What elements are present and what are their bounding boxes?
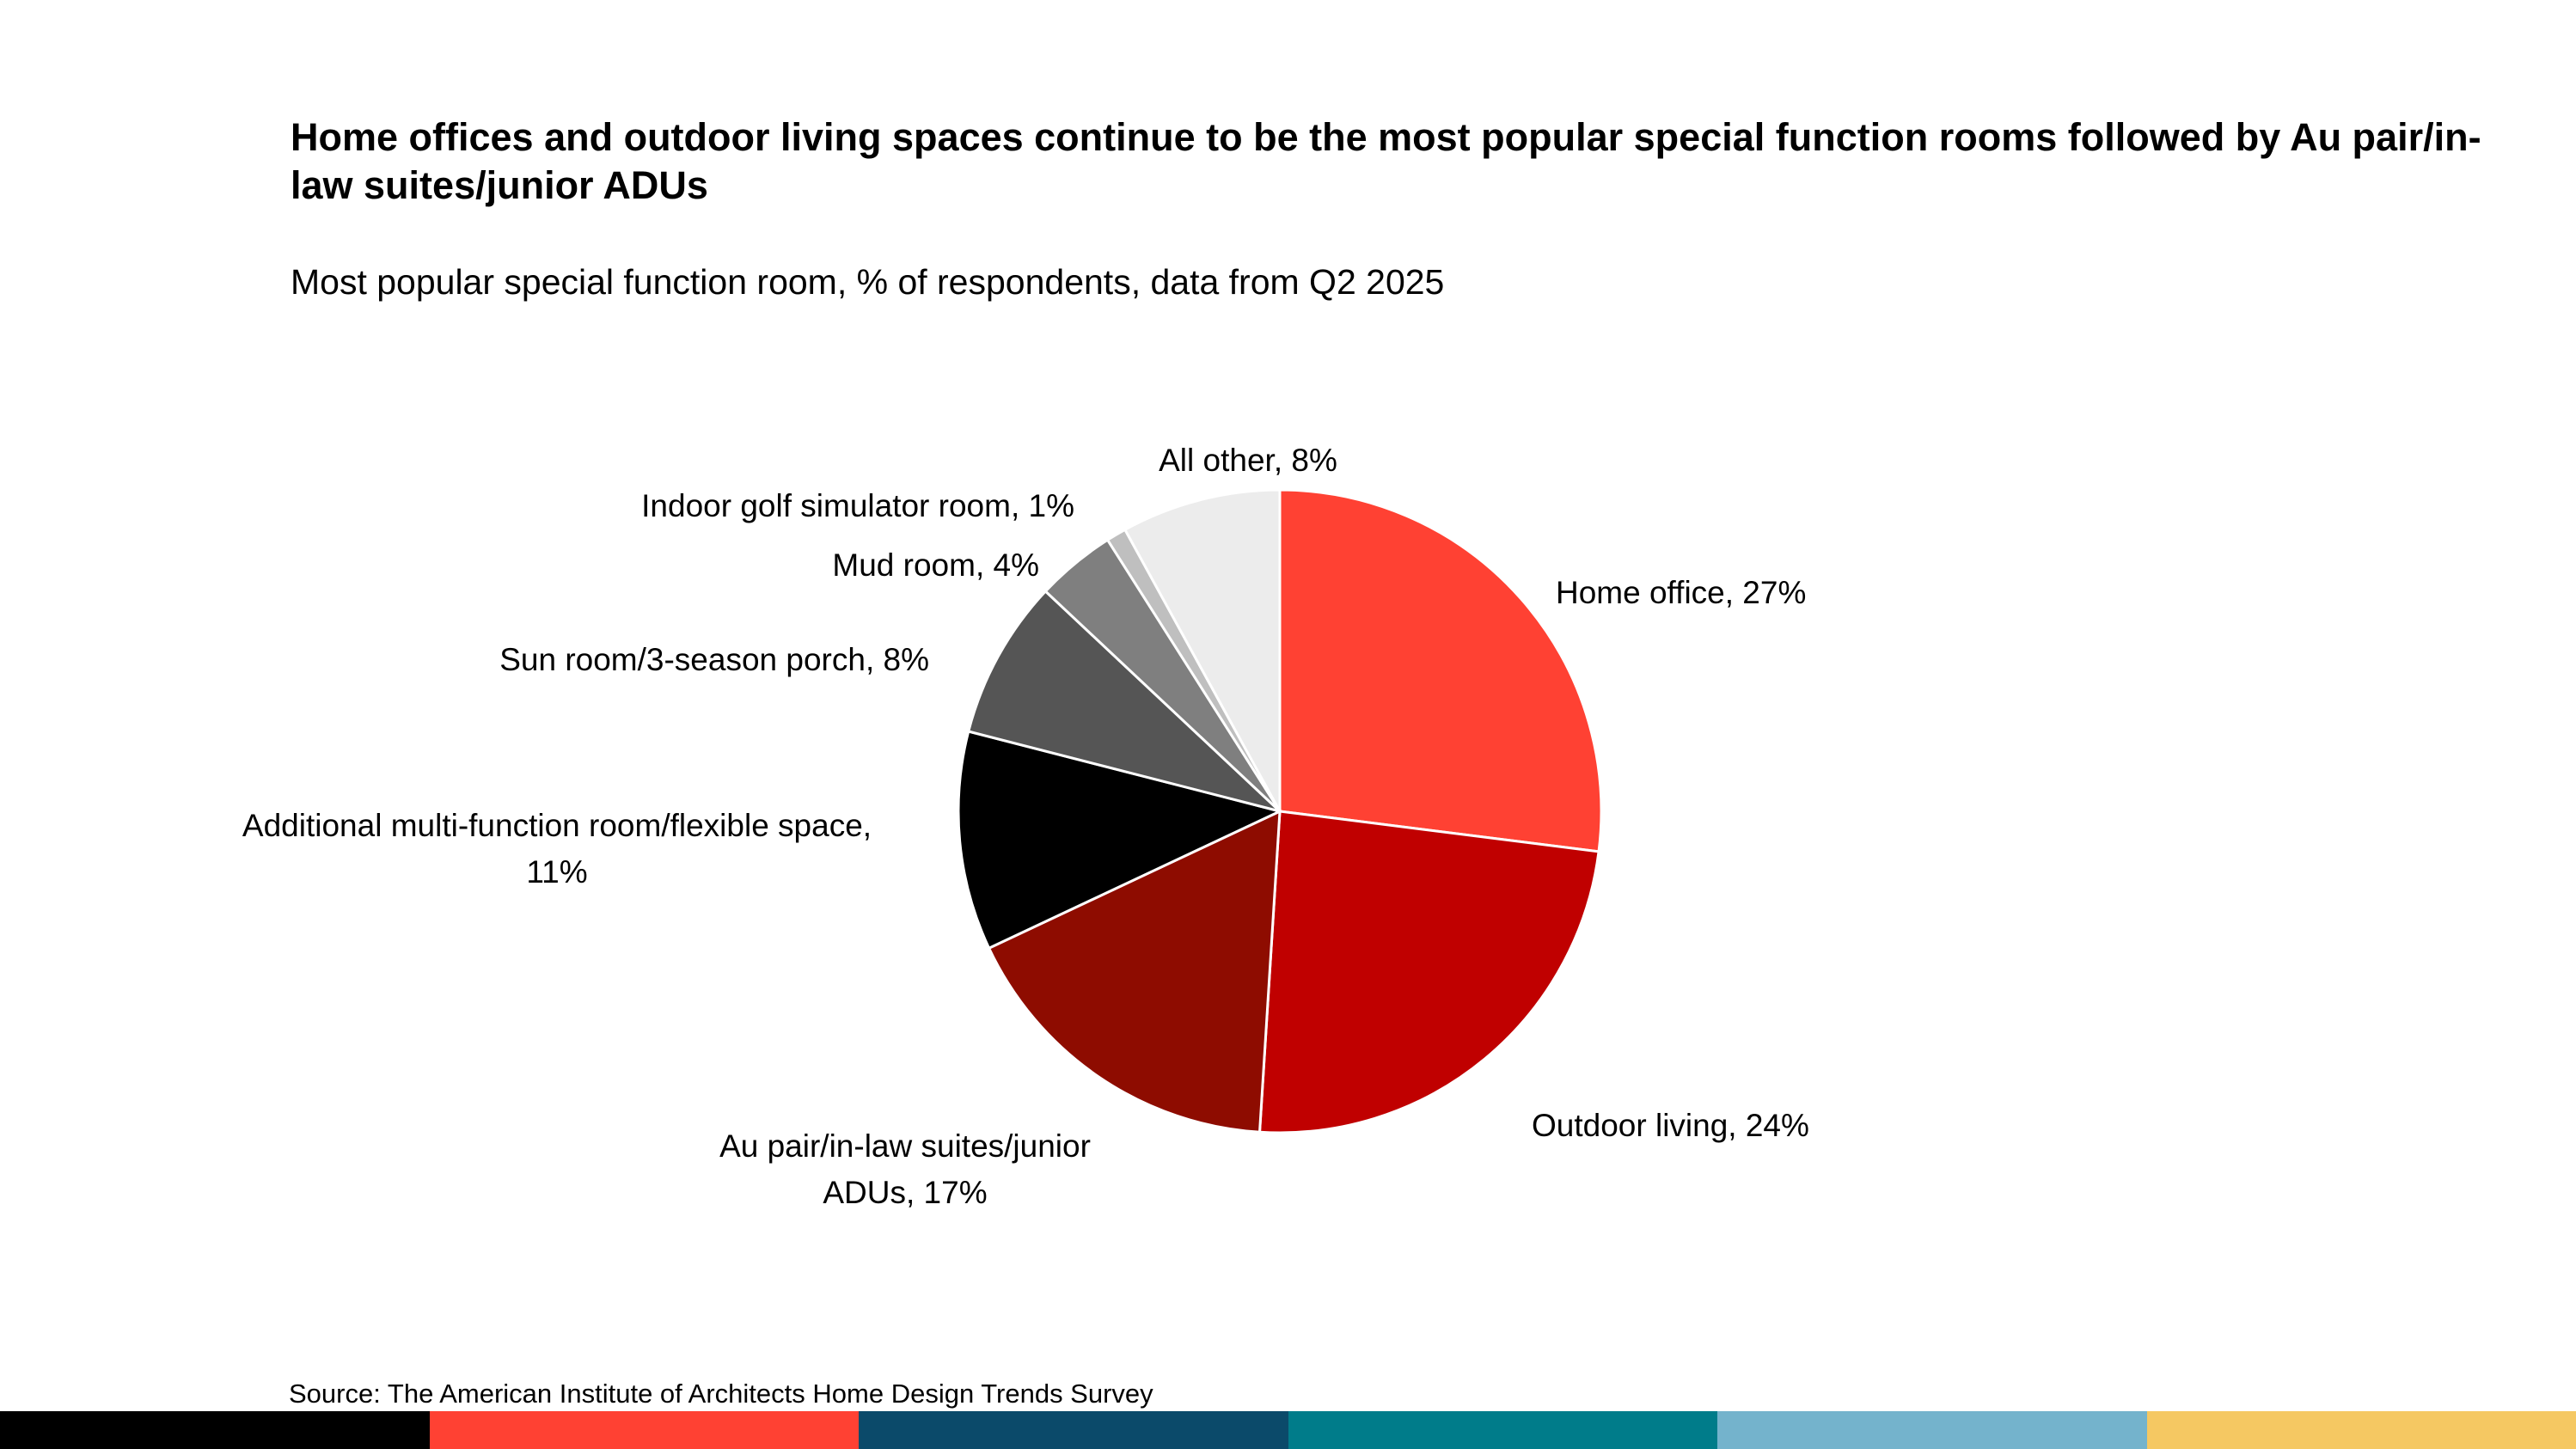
pie-slice-label-5: Mud room, 4% [832, 547, 1039, 583]
pie-slice-2 [987, 809, 1282, 1134]
chart-title: Home offices and outdoor living spaces c… [291, 115, 2481, 207]
pie-slice-1 [1257, 810, 1600, 1134]
source-note: Source: The American Institute of Archit… [289, 1379, 1153, 1409]
pie-slice-label-line: ADUs, 17% [823, 1175, 987, 1210]
footer-segment-3 [1288, 1411, 1717, 1449]
pie-slice-label-3: Additional multi-function room/flexible … [242, 808, 872, 890]
pie-slice-label-2: Au pair/in-law suites/junior ADUs, 17% [719, 1128, 1091, 1210]
pie-labels: Home office, 27% Outdoor living, 24% Au pa… [242, 443, 1809, 1210]
footer-segment-1 [429, 1411, 859, 1449]
pie-slice-label-line: Indoor golf simulator room, 1% [641, 488, 1074, 523]
pie-chart: Home office, 27% Outdoor living, 24% Au pa… [242, 443, 1809, 1210]
pie-slice-label-line: 11% [526, 854, 587, 890]
pie-slice-label-line: All other, 8% [1159, 443, 1337, 478]
pie-slice-label-line: Additional multi-function room/flexible … [242, 808, 872, 843]
pie-slice-label-line: Home office, 27% [1556, 575, 1806, 610]
pie-slice-label-line: Sun room/3-season porch, 8% [499, 642, 929, 677]
footer-segment-2 [859, 1411, 1288, 1449]
footer-segment-4 [1717, 1411, 2147, 1449]
pie-slices [957, 488, 1603, 1134]
footer-color-bar [0, 1411, 2576, 1449]
pie-slice-label-6: Indoor golf simulator room, 1% [641, 488, 1074, 523]
pie-slice-3 [957, 730, 1284, 951]
footer-segment-0 [0, 1411, 430, 1449]
pie-slice-label-0: Home office, 27% [1556, 575, 1806, 610]
pie-slice-label-1: Outdoor living, 24% [1532, 1108, 1809, 1143]
pie-slice-4 [966, 589, 1282, 813]
pie-slice-label-line: Mud room, 4% [832, 547, 1039, 583]
pie-slice-label-4: Sun room/3-season porch, 8% [499, 642, 929, 677]
pie-slice-label-line: Au pair/in-law suites/junior [719, 1128, 1091, 1164]
pie-slice-7 [1123, 488, 1282, 812]
pie-slice-label-line: Outdoor living, 24% [1532, 1108, 1809, 1143]
pie-slice-0 [1278, 488, 1603, 853]
pie-slice-label-7: All other, 8% [1159, 443, 1337, 478]
footer-segment-5 [2146, 1411, 2576, 1449]
chart-subtitle: Most popular special function room, % of… [291, 262, 1445, 302]
